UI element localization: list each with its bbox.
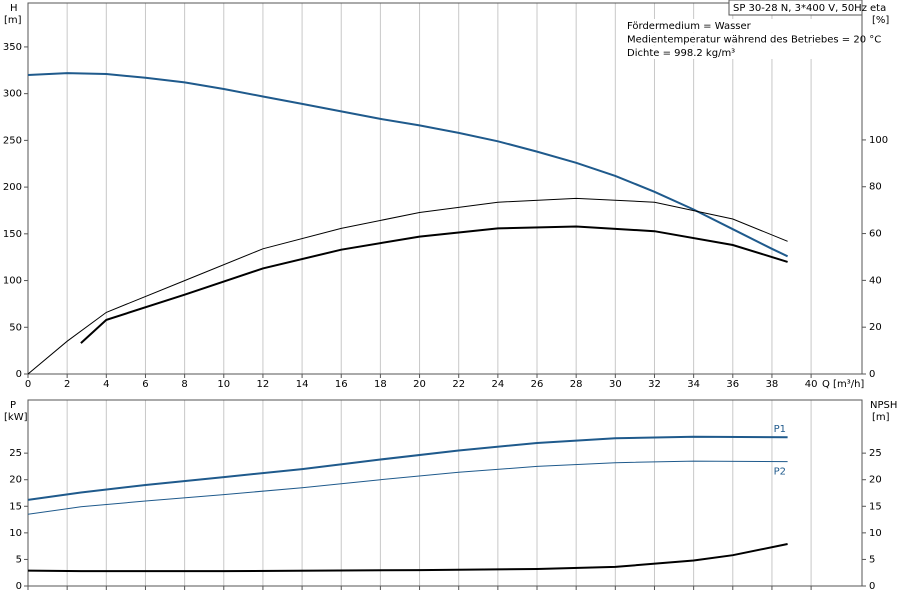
- y-tick-label: 100: [3, 276, 22, 287]
- y-tick-label: 0: [16, 581, 22, 592]
- y2-tick-label: 20: [869, 475, 882, 486]
- y-tick-label: 200: [3, 182, 22, 193]
- info-note-bg: [625, 46, 861, 59]
- y-tick-label: 250: [3, 135, 22, 146]
- info-title: SP 30-28 N, 3*400 V, 50Hz: [733, 3, 867, 14]
- x-tick-label: 0: [25, 379, 31, 390]
- y2-tick-label: 15: [869, 501, 882, 512]
- info-note: Medientemperatur während des Betriebes =…: [627, 35, 881, 46]
- y2-tick-label: 0: [869, 369, 875, 380]
- x-tick-label: 4: [103, 379, 109, 390]
- x-tick-label: 6: [142, 379, 148, 390]
- y-tick-label: 20: [9, 475, 22, 486]
- x-tick-label: 12: [257, 379, 270, 390]
- curve: [27, 197, 788, 375]
- curve: [27, 435, 788, 501]
- y2-tick-label: 5: [869, 554, 875, 565]
- x-tick-label: 8: [181, 379, 187, 390]
- y-tick-label: 50: [9, 322, 22, 333]
- y-tick-label: 25: [9, 448, 22, 459]
- info-title-box: [728, 0, 863, 16]
- plot-frame: [27, 399, 863, 587]
- y2-tick-label: 20: [869, 322, 882, 333]
- info-note-bg: [625, 19, 861, 32]
- y-tick-label: 10: [9, 528, 22, 539]
- y-tick-label: 350: [3, 42, 22, 53]
- y2-tick-label: 80: [869, 182, 882, 193]
- x-tick-label: 36: [726, 379, 739, 390]
- x-tick-label: 16: [335, 379, 348, 390]
- x-tick-label: 14: [296, 379, 309, 390]
- y2-tick-label: 10: [869, 528, 882, 539]
- y2-tick-label: 0: [869, 581, 875, 592]
- y-axis-unit: [m]: [4, 15, 22, 26]
- y2-tick-label: 100: [869, 135, 888, 146]
- x-tick-label: 24: [491, 379, 504, 390]
- y2-axis-unit: [%]: [872, 15, 889, 26]
- x-tick-label: 2: [64, 379, 70, 390]
- y2-tick-label: 60: [869, 229, 882, 240]
- series-label: P1: [774, 424, 786, 435]
- x-tick-label: 34: [687, 379, 700, 390]
- y-axis-label: H: [10, 3, 18, 14]
- y2-tick-label: 40: [869, 275, 882, 286]
- y2-axis-unit: [m]: [872, 412, 890, 423]
- x-tick-label: 26: [531, 379, 544, 390]
- y-axis-unit: [kW]: [4, 412, 28, 423]
- x-axis-label: Q [m³/h]: [822, 379, 864, 390]
- curve: [80, 225, 788, 344]
- y-tick-label: 300: [3, 89, 22, 100]
- info-note-bg: [625, 32, 861, 46]
- info-note: Fördermedium = Wasser: [627, 21, 752, 32]
- x-tick-label: 38: [766, 379, 779, 390]
- y-tick-label: 0: [16, 369, 22, 380]
- plot-frame: [27, 2, 863, 375]
- y-tick-label: 5: [16, 554, 22, 565]
- x-tick-label: 28: [570, 379, 583, 390]
- curve: [27, 543, 788, 573]
- y-tick-label: 15: [9, 501, 22, 512]
- y2-axis-label: NPSH: [870, 400, 897, 411]
- plot-area: [28, 400, 862, 586]
- y2-tick-label: 25: [869, 448, 882, 459]
- x-tick-label: 10: [217, 379, 230, 390]
- series-label: P2: [774, 467, 786, 478]
- x-tick-label: 20: [413, 379, 426, 390]
- info-note: Dichte = 998.2 kg/m³: [627, 48, 735, 59]
- x-tick-label: 22: [452, 379, 465, 390]
- curve: [27, 460, 788, 515]
- y2-axis-label: eta: [870, 3, 886, 14]
- x-tick-label: 30: [609, 379, 622, 390]
- plot-area: [28, 3, 862, 374]
- y-tick-label: 150: [3, 229, 22, 240]
- x-tick-label: 40: [805, 379, 818, 390]
- x-tick-label: 32: [648, 379, 661, 390]
- y-axis-label: P: [10, 400, 16, 411]
- x-tick-label: 18: [374, 379, 387, 390]
- curve: [27, 72, 789, 258]
